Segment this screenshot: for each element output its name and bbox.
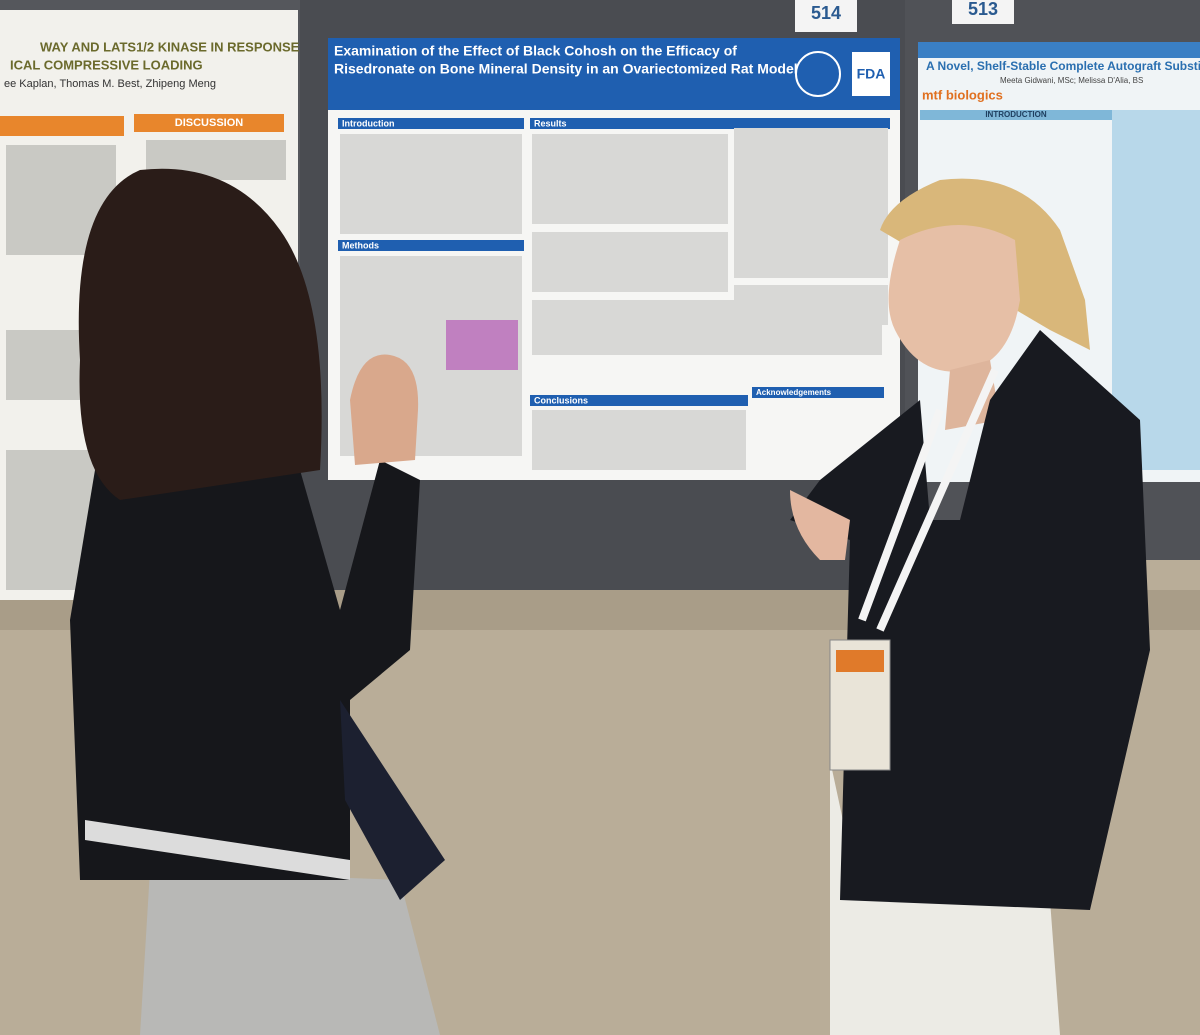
poster-authors: ee Kaplan, Thomas M. Best, Zhipeng Meng	[4, 78, 216, 90]
section-heading: INTRODUCTION	[985, 110, 1047, 119]
poster-title: Examination of the Effect of Black Cohos…	[334, 43, 737, 59]
logo: FDA	[857, 66, 886, 82]
section-heading: Methods	[342, 240, 379, 250]
section-bar	[0, 116, 124, 136]
logo: mtf biologics	[922, 87, 1003, 102]
badge-strip	[836, 650, 884, 672]
poster-title: WAY AND LATS1/2 KINASE IN RESPONSE	[40, 39, 300, 54]
booth-plate	[952, 0, 1014, 24]
booth-number: 514	[811, 3, 841, 23]
person-left	[70, 168, 445, 1035]
poster-authors: Meeta Gidwani, MSc; Melissa D'Alia, BS	[1000, 76, 1143, 85]
section-bar	[134, 114, 284, 132]
poster-title: Risedronate on Bone Mineral Density in a…	[334, 61, 798, 77]
person-right	[790, 178, 1150, 1035]
poster-header	[918, 42, 1200, 58]
poster-title: ICAL COMPRESSIVE LOADING	[10, 57, 203, 72]
section-bar	[920, 110, 1112, 120]
section-bars	[338, 118, 890, 406]
section-heading: Introduction	[342, 118, 395, 128]
booth-number: 513	[968, 0, 998, 19]
section-heading: Results	[534, 118, 567, 128]
poster-table	[446, 320, 518, 370]
section-heading: Conclusions	[534, 395, 588, 405]
fda-box	[852, 52, 890, 96]
booth-plate	[795, 0, 857, 32]
hhs-logo	[795, 51, 841, 97]
section-heading: DISCUSSION	[175, 117, 244, 129]
section-heading: Acknowledgements	[756, 388, 832, 397]
poster-title: A Novel, Shelf-Stable Complete Autograft…	[926, 59, 1200, 73]
